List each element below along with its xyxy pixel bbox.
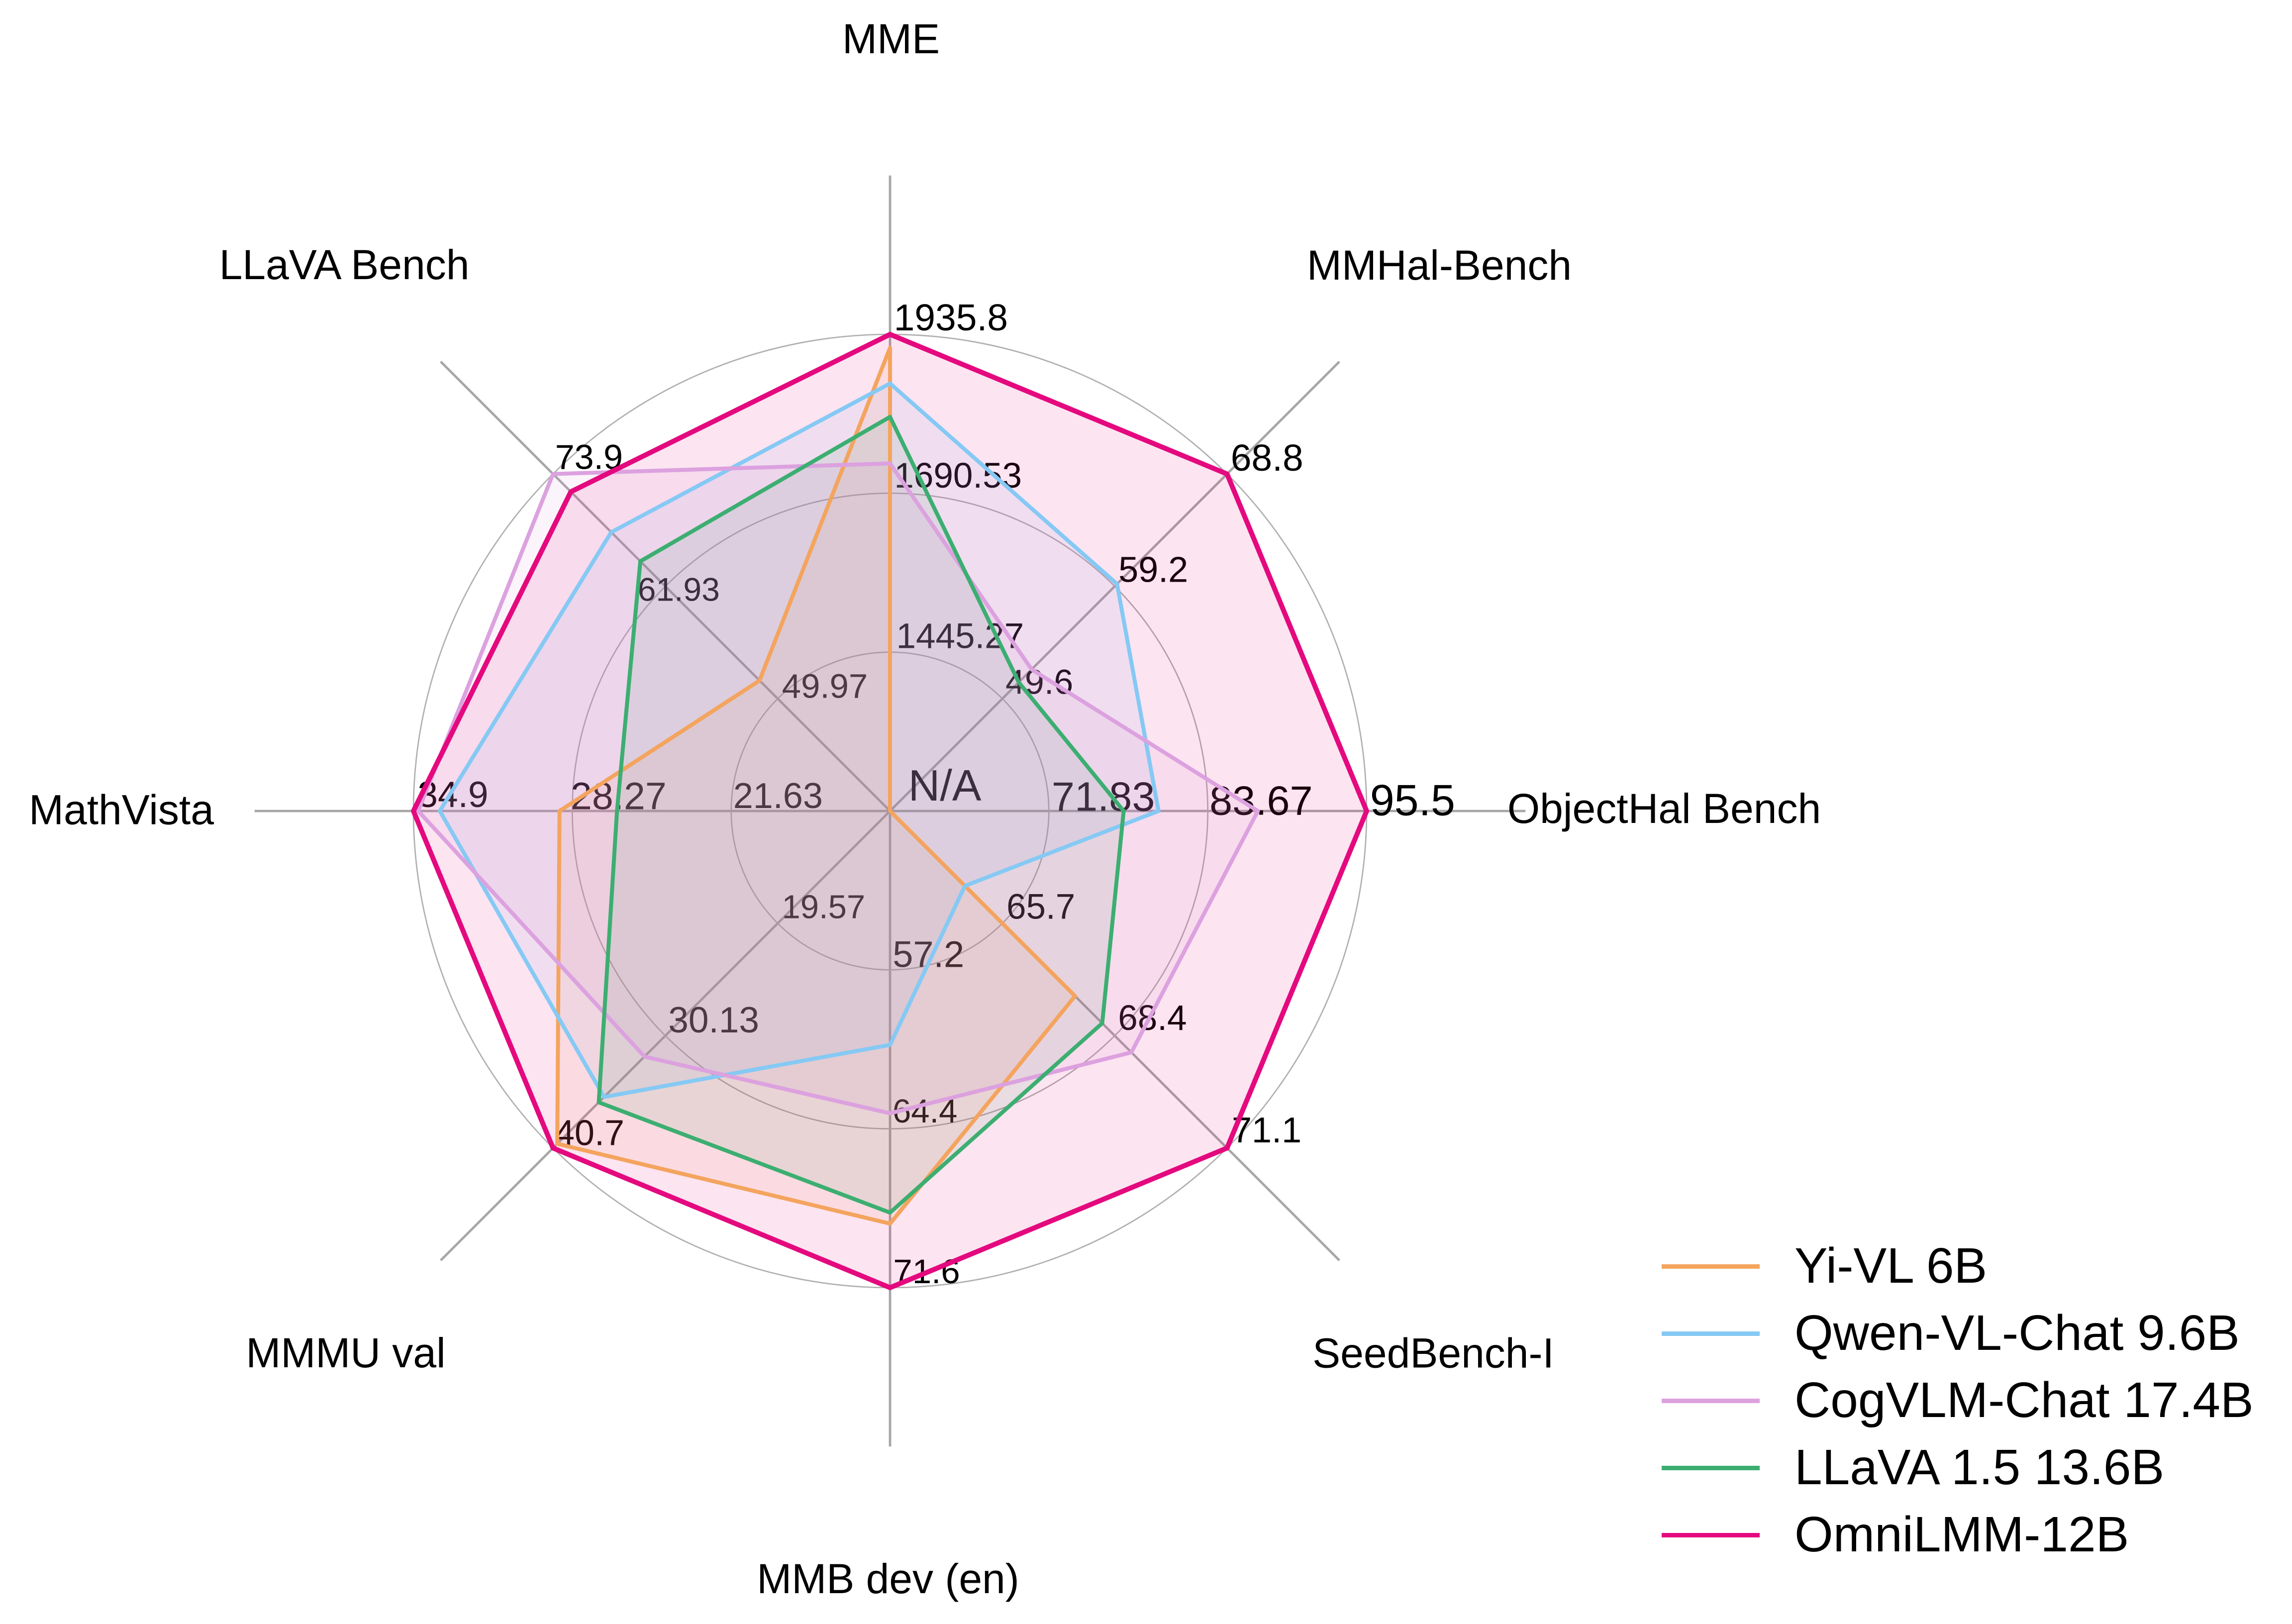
svg-text:57.2: 57.2 [893, 934, 964, 975]
svg-text:95.5: 95.5 [1370, 776, 1455, 825]
svg-text:30.13: 30.13 [668, 1000, 759, 1040]
svg-text:MMB dev (en): MMB dev (en) [757, 1555, 1019, 1602]
svg-text:MME: MME [842, 15, 940, 62]
svg-text:ObjectHal Bench: ObjectHal Bench [1507, 785, 1821, 832]
svg-text:MMMU val: MMMU val [246, 1329, 445, 1376]
svg-text:OmniLMM-12B: OmniLMM-12B [1794, 1507, 2129, 1562]
svg-text:19.57: 19.57 [782, 889, 866, 926]
svg-text:49.97: 49.97 [782, 667, 868, 705]
svg-text:CogVLM-Chat 17.4B: CogVLM-Chat 17.4B [1794, 1372, 2254, 1428]
svg-text:21.63: 21.63 [733, 776, 823, 816]
svg-text:71.1: 71.1 [1232, 1111, 1301, 1150]
svg-text:Qwen-VL-Chat 9.6B: Qwen-VL-Chat 9.6B [1794, 1305, 2240, 1361]
svg-text:59.2: 59.2 [1118, 550, 1188, 590]
svg-text:61.93: 61.93 [638, 571, 720, 608]
svg-text:MMHal-Bench: MMHal-Bench [1307, 242, 1572, 289]
svg-text:65.7: 65.7 [1006, 887, 1075, 926]
svg-text:LLaVA 1.5 13.6B: LLaVA 1.5 13.6B [1794, 1439, 2164, 1495]
svg-text:SeedBench-I: SeedBench-I [1312, 1330, 1554, 1377]
svg-text:1935.8: 1935.8 [894, 297, 1008, 338]
svg-text:Yi-VL 6B: Yi-VL 6B [1794, 1238, 1987, 1294]
svg-text:71.83: 71.83 [1052, 773, 1155, 819]
svg-text:N/A: N/A [908, 761, 982, 810]
svg-text:LLaVA Bench: LLaVA Bench [219, 241, 470, 288]
svg-text:68.4: 68.4 [1118, 999, 1187, 1038]
svg-text:1690.53: 1690.53 [894, 456, 1022, 496]
svg-text:MathVista: MathVista [29, 787, 214, 833]
svg-text:68.8: 68.8 [1231, 437, 1303, 479]
svg-text:83.67: 83.67 [1209, 778, 1313, 824]
